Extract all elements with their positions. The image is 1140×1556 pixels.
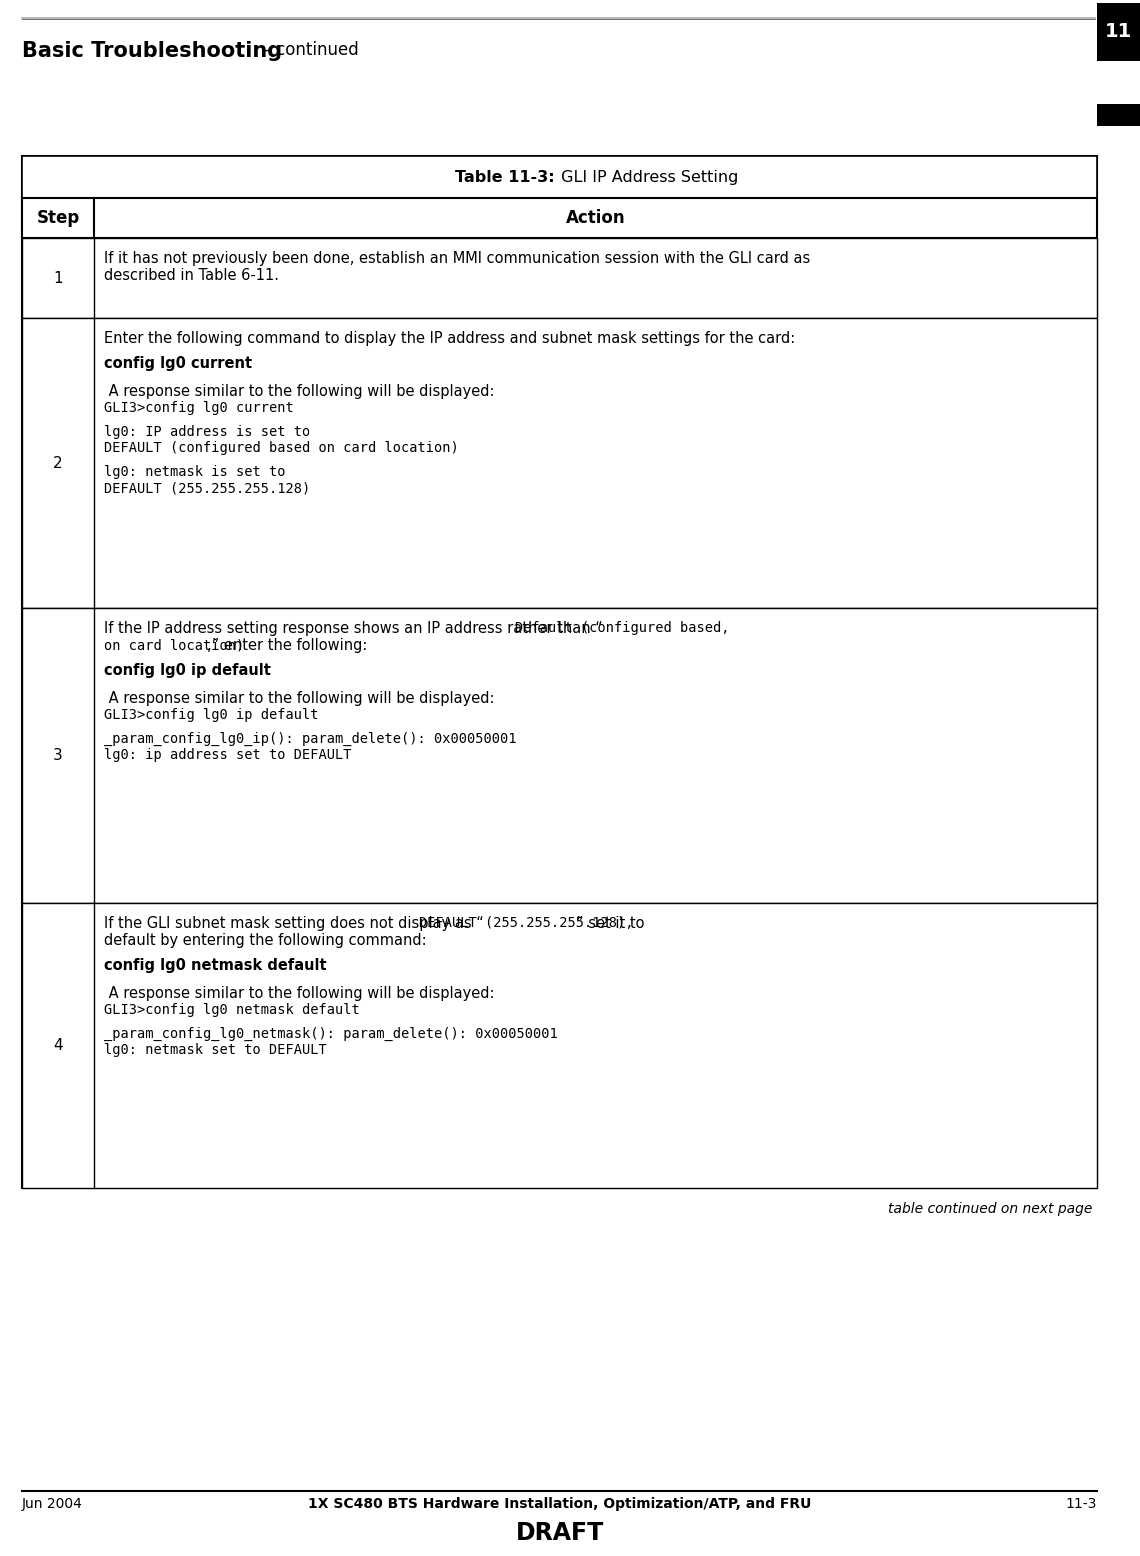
Text: DEFAULT (255.255.255.128): DEFAULT (255.255.255.128) <box>104 481 310 495</box>
Text: Enter the following command to display the IP address and subnet mask settings f: Enter the following command to display t… <box>104 331 796 345</box>
Text: 1X SC480 BTS Hardware Installation, Optimization/ATP, and FRU: 1X SC480 BTS Hardware Installation, Opti… <box>308 1497 812 1511</box>
Text: GLI3>config lg0 ip default: GLI3>config lg0 ip default <box>104 708 318 722</box>
Text: config lg0 current: config lg0 current <box>104 356 252 370</box>
Text: config lg0 ip default: config lg0 ip default <box>104 663 271 678</box>
Text: lg0: ip address set to DEFAULT: lg0: ip address set to DEFAULT <box>104 748 351 762</box>
Text: Basic Troubleshooting: Basic Troubleshooting <box>22 40 282 61</box>
Text: If the GLI subnet mask setting does not display as “: If the GLI subnet mask setting does not … <box>104 916 483 930</box>
Bar <box>22 156 1097 198</box>
Text: Step: Step <box>36 209 80 227</box>
Bar <box>1097 104 1140 126</box>
Text: _param_config_lg0_ip(): param_delete(): 0x00050001: _param_config_lg0_ip(): param_delete(): … <box>104 731 516 747</box>
Bar <box>22 238 1097 317</box>
Bar <box>22 902 1097 1187</box>
Text: GLI3>config lg0 netmask default: GLI3>config lg0 netmask default <box>104 1004 360 1018</box>
Bar <box>22 608 1097 902</box>
Text: 1: 1 <box>54 271 63 285</box>
Text: lg0: netmask is set to: lg0: netmask is set to <box>104 465 285 479</box>
Text: 3: 3 <box>54 748 63 762</box>
Text: If the IP address setting response shows an IP address rather than “: If the IP address setting response shows… <box>104 621 603 636</box>
Text: Action: Action <box>565 209 626 227</box>
Text: 4: 4 <box>54 1038 63 1053</box>
Bar <box>22 317 1097 608</box>
Text: config lg0 netmask default: config lg0 netmask default <box>104 958 327 972</box>
Bar <box>1097 3 1140 61</box>
Text: default by entering the following command:: default by entering the following comman… <box>104 934 426 948</box>
Text: Table 11-3:: Table 11-3: <box>455 170 554 185</box>
Text: lg0: netmask set to DEFAULT: lg0: netmask set to DEFAULT <box>104 1043 327 1057</box>
Bar <box>22 198 1097 238</box>
Text: A response similar to the following will be displayed:: A response similar to the following will… <box>104 987 495 1001</box>
Bar <box>22 156 1097 1187</box>
Text: 11-3: 11-3 <box>1066 1497 1097 1511</box>
Text: 2: 2 <box>54 456 63 470</box>
Text: on card location): on card location) <box>104 638 244 652</box>
Text: table continued on next page: table continued on next page <box>888 1201 1092 1215</box>
Text: lg0: IP address is set to: lg0: IP address is set to <box>104 425 310 439</box>
Text: A response similar to the following will be displayed:: A response similar to the following will… <box>104 384 495 398</box>
Text: – continued: – continued <box>252 40 359 59</box>
Text: Jun 2004: Jun 2004 <box>22 1497 83 1511</box>
Text: DEFAULT (configured based on card location): DEFAULT (configured based on card locati… <box>104 440 458 454</box>
Text: Default (configured based,: Default (configured based, <box>515 621 730 635</box>
Text: GLI3>config lg0 current: GLI3>config lg0 current <box>104 401 294 415</box>
Text: A response similar to the following will be displayed:: A response similar to the following will… <box>104 691 495 706</box>
Text: If it has not previously been done, establish an MMI communication session with : If it has not previously been done, esta… <box>104 251 811 266</box>
Text: ” set it to: ” set it to <box>576 916 644 930</box>
Text: DEFAULT (255.255.255.128),: DEFAULT (255.255.255.128), <box>418 916 633 930</box>
Text: 11: 11 <box>1105 22 1132 40</box>
Text: DRAFT: DRAFT <box>515 1522 603 1545</box>
Text: GLI IP Address Setting: GLI IP Address Setting <box>556 170 739 185</box>
Text: _param_config_lg0_netmask(): param_delete(): 0x00050001: _param_config_lg0_netmask(): param_delet… <box>104 1027 557 1041</box>
Text: described in Table 6-11.: described in Table 6-11. <box>104 268 279 283</box>
Text: ,” enter the following:: ,” enter the following: <box>206 638 367 654</box>
